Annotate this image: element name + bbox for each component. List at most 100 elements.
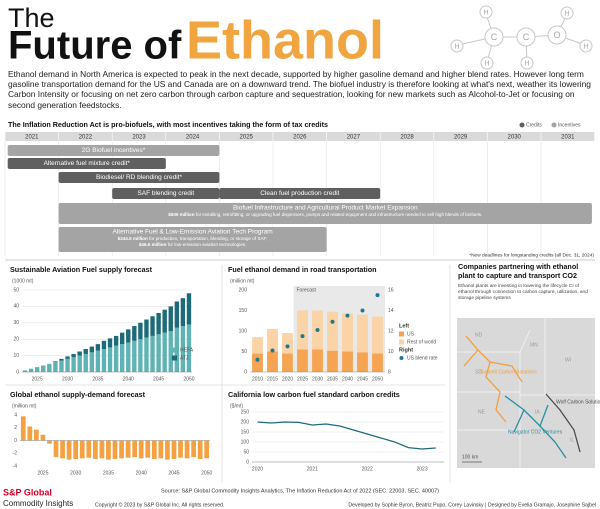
bar bbox=[168, 331, 173, 372]
bar bbox=[204, 440, 210, 459]
year-label: 2025 bbox=[240, 135, 254, 141]
year-header bbox=[541, 132, 595, 141]
bar bbox=[119, 332, 125, 345]
y-tick-label: 50 bbox=[241, 349, 247, 355]
y2-tick-label: 14 bbox=[388, 308, 394, 314]
bar bbox=[186, 324, 192, 372]
bar bbox=[99, 440, 105, 459]
bar bbox=[297, 310, 308, 350]
year-header bbox=[5, 132, 59, 141]
bar bbox=[92, 440, 98, 459]
bar bbox=[34, 367, 40, 372]
y-tick-label: 200 bbox=[241, 419, 250, 425]
legend-swatch bbox=[399, 356, 404, 360]
x-tick-label: 2045 bbox=[153, 376, 164, 382]
point bbox=[270, 348, 275, 353]
timeline-bar-label: Biofuel Infrastructure and Agricultural … bbox=[233, 205, 418, 212]
year-header bbox=[219, 132, 273, 141]
atom-label: C bbox=[523, 32, 530, 42]
x-tick-label: 2045 bbox=[168, 470, 179, 476]
x-tick-label: 2045 bbox=[357, 376, 368, 382]
bar bbox=[60, 440, 65, 459]
atom-label: H bbox=[583, 43, 588, 50]
x-tick-label: 2025 bbox=[297, 376, 308, 382]
year-header bbox=[112, 132, 166, 141]
year-label: 2028 bbox=[400, 135, 414, 141]
bar bbox=[156, 312, 161, 335]
bar bbox=[119, 440, 124, 459]
point bbox=[285, 344, 290, 349]
bar bbox=[34, 429, 39, 441]
atom bbox=[450, 39, 464, 53]
bar bbox=[132, 440, 138, 458]
y-tick-label: 0 bbox=[246, 459, 249, 465]
y2-tick-label: 8 bbox=[388, 369, 391, 375]
bar bbox=[95, 344, 101, 351]
pipeline bbox=[489, 361, 523, 383]
timeline-bar bbox=[7, 158, 166, 169]
year-header bbox=[166, 132, 220, 141]
point bbox=[255, 357, 260, 362]
x-tick-label: 2050 bbox=[183, 376, 194, 382]
legend-label: HEFA bbox=[180, 347, 194, 353]
timeline-bar-label: 2G Biofuel incentives* bbox=[82, 147, 146, 154]
timeline-bar-label: Alternative fuel mixture credit* bbox=[44, 160, 131, 167]
x-tick-label: 2023 bbox=[416, 466, 427, 472]
atom-label: O bbox=[553, 30, 560, 40]
bar bbox=[119, 344, 125, 372]
y-tick-label: 200 bbox=[239, 287, 248, 293]
bar bbox=[59, 360, 64, 372]
bar bbox=[132, 340, 137, 372]
bar bbox=[357, 314, 368, 353]
x-tick-label: 2025 bbox=[37, 470, 48, 476]
y-tick-label: -2 bbox=[13, 451, 18, 457]
bar bbox=[47, 440, 52, 444]
bar bbox=[83, 349, 88, 354]
atom bbox=[560, 6, 574, 20]
bar bbox=[162, 309, 167, 333]
bar bbox=[168, 306, 173, 331]
state-label: SD bbox=[475, 369, 482, 375]
bar bbox=[113, 335, 119, 346]
atom bbox=[480, 56, 494, 70]
x-tick-label: 2015 bbox=[267, 376, 278, 382]
bar bbox=[267, 351, 278, 372]
bar bbox=[186, 293, 192, 325]
timeline-bar bbox=[58, 203, 592, 224]
y-tick-label: -4 bbox=[13, 463, 18, 469]
axis-label: (million mt) bbox=[230, 278, 255, 284]
chart-title: Fuel ethanol demand in road transportati… bbox=[228, 265, 377, 274]
x-tick-label: 2020 bbox=[252, 466, 263, 472]
legend-swatch bbox=[519, 122, 525, 128]
atom bbox=[547, 25, 567, 45]
point bbox=[315, 327, 320, 332]
y2-tick-label: 12 bbox=[388, 328, 394, 334]
bar bbox=[89, 346, 95, 353]
bar bbox=[150, 335, 155, 372]
bar bbox=[66, 440, 72, 460]
legend-swatch bbox=[399, 331, 404, 337]
x-tick-label: 2050 bbox=[372, 376, 383, 382]
timeline-bar bbox=[58, 172, 220, 183]
note-amount: $500 million bbox=[168, 212, 194, 217]
atom bbox=[479, 5, 493, 19]
note-text: for production, transportation, blending… bbox=[148, 236, 268, 241]
x-tick-label: 2035 bbox=[92, 376, 103, 382]
state-label: ND bbox=[475, 332, 483, 338]
bar bbox=[65, 356, 70, 359]
bar bbox=[138, 322, 143, 340]
bar bbox=[282, 333, 293, 354]
map-title: Companies partnering with ethanol plant … bbox=[458, 262, 579, 280]
bar bbox=[156, 334, 161, 372]
y-tick-label: 20 bbox=[13, 337, 19, 343]
timeline-bar bbox=[58, 227, 327, 252]
axis-label: ($/mt) bbox=[230, 403, 243, 409]
bar bbox=[107, 347, 113, 372]
bar bbox=[53, 362, 58, 372]
bar bbox=[47, 363, 52, 372]
y-tick-label: 0 bbox=[14, 438, 17, 444]
credits: Developed by Sophie Byron, Beatriz Pupo,… bbox=[348, 502, 596, 508]
timeline-bar-label: Alternative Fuel & Low-Emission Aviation… bbox=[113, 229, 273, 236]
year-header bbox=[326, 132, 380, 141]
bar bbox=[28, 368, 34, 372]
